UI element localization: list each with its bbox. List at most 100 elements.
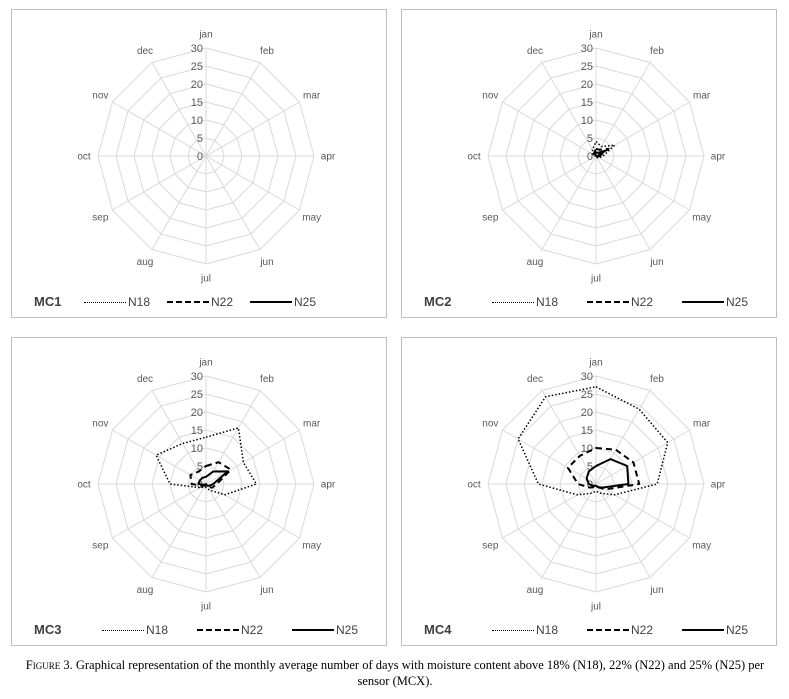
grid-spoke: [112, 101, 207, 157]
grid-spoke: [205, 155, 261, 250]
grid-spoke: [595, 429, 690, 485]
axis-label-mar: mar: [303, 419, 321, 430]
radar-panel-mc4: 0 5 10 15 20 25 30 jan feb mar apr may jun jul aug sep o…: [401, 337, 777, 646]
chart-legend: MC1 N18 N22 N25: [12, 291, 386, 313]
axis-label-jun: jun: [259, 257, 273, 268]
radial-tick-label: 0: [197, 151, 203, 163]
radial-tick-label: 5: [587, 461, 593, 473]
grid-spoke: [595, 101, 690, 157]
radial-tick-label: 15: [191, 425, 203, 437]
axis-label-nov: nov: [482, 91, 498, 102]
radial-tick-label: 5: [587, 133, 593, 145]
radial-tick-label: 30: [581, 43, 593, 55]
grid-spoke: [151, 155, 207, 250]
radar-chart-mc3: 051015202530janfebmaraprmayjunjulaugsepo…: [77, 358, 336, 613]
grid-spoke: [205, 390, 261, 485]
grid-spoke: [541, 62, 597, 157]
radial-tick-label: 30: [191, 371, 203, 383]
axis-label-nov: nov: [482, 419, 498, 430]
series-line-n18: [591, 140, 616, 159]
legend-item-n18: N18: [102, 621, 168, 639]
axis-label-aug: aug: [137, 257, 154, 268]
solid-line-swatch: [682, 301, 724, 303]
axis-label-apr: apr: [711, 152, 726, 163]
radial-tick-label: 20: [581, 79, 593, 91]
axis-label-dec: dec: [527, 46, 543, 57]
axis-label-jul: jul: [590, 274, 601, 285]
grid-spoke: [595, 483, 690, 539]
series-line-n25: [197, 470, 229, 487]
radar-chart-mc4: 051015202530janfebmaraprmayjunjulaugsepo…: [467, 358, 726, 613]
legend-label: N25: [294, 295, 317, 309]
chart-legend: MC3 N18 N22 N25: [12, 619, 386, 641]
legend-label: N18: [536, 623, 559, 637]
series-line-n25: [594, 149, 607, 157]
grid-spoke: [205, 101, 300, 157]
panel-label: MC1: [34, 294, 62, 309]
axis-label-jun: jun: [649, 257, 663, 268]
axis-label-nov: nov: [92, 419, 108, 430]
legend-label: N22: [241, 623, 264, 637]
axis-label-nov: nov: [92, 91, 108, 102]
series-line-n18: [155, 427, 258, 496]
axis-label-may: may: [302, 541, 321, 552]
dotted-line-swatch: [492, 301, 534, 303]
axis-label-jun: jun: [259, 585, 273, 596]
axis-label-mar: mar: [693, 91, 711, 102]
legend-label: N18: [146, 623, 169, 637]
axis-label-feb: feb: [650, 374, 664, 385]
radial-tick-label: 30: [191, 43, 203, 55]
grid-spoke: [502, 155, 597, 211]
radial-tick-label: 15: [191, 97, 203, 109]
radar-panel-mc3: 0 5 10 15 20 25 30 jan feb mar apr may jun jul aug sep o…: [11, 337, 387, 646]
grid-spoke: [205, 62, 261, 157]
grid-spoke: [595, 62, 651, 157]
axis-label-oct: oct: [77, 480, 91, 491]
axis-label-apr: apr: [711, 480, 726, 491]
legend-item-n18: N18: [84, 293, 150, 311]
grid-spoke: [205, 429, 300, 485]
radial-tick-label: 20: [191, 79, 203, 91]
radial-tick-label: 25: [191, 389, 203, 401]
radial-tick-label: 10: [191, 443, 203, 455]
radial-tick-label: 10: [581, 115, 593, 127]
grid-spoke: [205, 483, 261, 578]
grid-spoke: [205, 483, 300, 539]
legend-label: N25: [726, 623, 749, 637]
grid-spoke: [502, 101, 597, 157]
legend-label: N22: [631, 295, 654, 309]
grid-spoke: [151, 483, 207, 578]
grid-spoke: [502, 429, 597, 485]
axis-label-aug: aug: [137, 585, 154, 596]
axis-label-jan: jan: [588, 30, 602, 41]
radar-chart-mc1: 0 5 10 15 20 25 30 jan feb mar apr may jun jul aug sep o…: [77, 30, 336, 285]
legend-label: N25: [726, 295, 749, 309]
axis-label-dec: dec: [137, 374, 153, 385]
radar-panel-mc2: 0 5 10 15 20 25 30 jan feb mar apr may jun jul aug sep o…: [401, 9, 777, 318]
radial-tick-label: 25: [581, 61, 593, 73]
legend-item-n25: N25: [682, 621, 748, 639]
dashed-line-swatch: [167, 301, 209, 303]
chart-legend: MC4 N18 N22 N25: [402, 619, 776, 641]
dashed-line-swatch: [587, 301, 629, 303]
axis-label-sep: sep: [482, 541, 499, 552]
radial-tick-label: 25: [191, 61, 203, 73]
panel-label: MC2: [424, 294, 452, 309]
grid-spoke: [151, 390, 207, 485]
radial-tick-label: 25: [581, 389, 593, 401]
radial-tick-label: 15: [581, 425, 593, 437]
series-line-n25: [585, 458, 630, 489]
panel-label: MC4: [424, 622, 452, 637]
legend-item-n25: N25: [250, 293, 316, 311]
axis-label-oct: oct: [77, 152, 91, 163]
legend-item-n18: N18: [492, 621, 558, 639]
axis-label-apr: apr: [321, 480, 336, 491]
axis-label-may: may: [302, 213, 321, 224]
figure-number: Figure 3.: [25, 658, 73, 672]
axis-label-dec: dec: [137, 46, 153, 57]
axis-label-feb: feb: [260, 46, 274, 57]
grid-spoke: [112, 429, 207, 485]
radial-tick-label: 5: [197, 133, 203, 145]
axis-label-jul: jul: [200, 602, 211, 613]
axis-label-feb: feb: [650, 46, 664, 57]
